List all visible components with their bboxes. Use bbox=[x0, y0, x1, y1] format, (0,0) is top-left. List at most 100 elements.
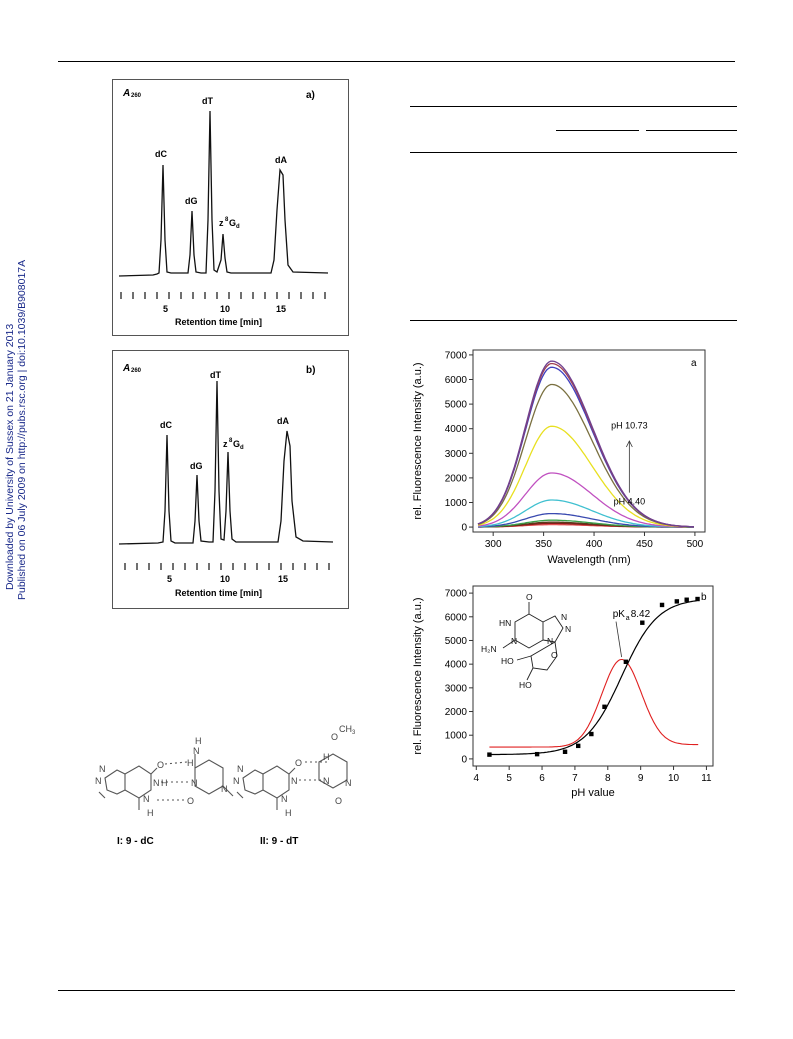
svg-text:N: N bbox=[511, 636, 517, 646]
base-pair-structures: N N O N H N H H H N N O N N N O N N H H … bbox=[95, 724, 355, 847]
chromatogram-b-trace bbox=[118, 380, 334, 545]
svg-text:O: O bbox=[551, 650, 558, 660]
sidebar-line-1: Downloaded by University of Sussex on 21… bbox=[4, 324, 16, 590]
y-axis-label: rel. Fluorescence Intensity (a.u.) bbox=[412, 597, 424, 754]
svg-text:N: N bbox=[237, 764, 244, 774]
sidebar-line-2: Published on 06 July 2009 on http://pubs… bbox=[16, 260, 28, 600]
base-pair-I-bonds bbox=[98, 754, 234, 810]
svg-text:pK: pK bbox=[613, 609, 626, 620]
x-tick-label: 11 bbox=[701, 773, 712, 784]
peak-label-dT: dT bbox=[202, 96, 213, 106]
svg-text:HO: HO bbox=[519, 680, 532, 690]
chromatogram-b-tick-10: 10 bbox=[220, 574, 230, 584]
titration-point bbox=[589, 731, 594, 737]
table-top-rule bbox=[410, 106, 737, 107]
spectrum-series-6 bbox=[477, 472, 694, 528]
x-tick-label: 9 bbox=[638, 773, 644, 784]
svg-text:d: d bbox=[236, 224, 240, 230]
titration-point bbox=[487, 752, 492, 757]
peak-label-dA: dA bbox=[275, 155, 287, 165]
svg-text:8: 8 bbox=[229, 438, 233, 444]
svg-text:HO: HO bbox=[501, 656, 514, 666]
chromatogram-a: A 260 a) dC dG dT z 8 G d dA 5 10 15 Ret… bbox=[118, 88, 329, 327]
svg-text:N: N bbox=[95, 776, 102, 786]
titration-point bbox=[659, 602, 665, 608]
svg-text:N: N bbox=[99, 764, 106, 774]
x-tick-label: 450 bbox=[636, 539, 653, 550]
x-tick-label: 4 bbox=[474, 773, 480, 784]
svg-text:N: N bbox=[547, 636, 553, 646]
chromatogram-b-panel-label: b) bbox=[306, 365, 315, 376]
y-tick-label: 5000 bbox=[445, 636, 468, 647]
table-sub-rule-1 bbox=[556, 130, 639, 131]
panel-label: b bbox=[701, 592, 707, 603]
svg-text:H: H bbox=[187, 758, 194, 768]
titration-point bbox=[562, 749, 568, 754]
x-axis-label: pH value bbox=[571, 787, 614, 799]
svg-text:a: a bbox=[626, 615, 630, 622]
chromatogram-b: A 260 b) dC dG dT z 8 G d dA 5 10 15 Ret… bbox=[118, 363, 334, 598]
svg-text:N: N bbox=[193, 746, 200, 756]
table-sub-rule-2 bbox=[646, 130, 737, 131]
x-tick-label: 350 bbox=[535, 539, 552, 550]
titration-point bbox=[695, 596, 700, 602]
chromatogram-a-tick-10: 10 bbox=[220, 304, 230, 314]
svg-text:G: G bbox=[233, 439, 240, 449]
table-head-rule bbox=[410, 152, 737, 153]
titration-point bbox=[684, 597, 689, 602]
spectrum-series-10 bbox=[477, 362, 694, 528]
peak-label-dC: dC bbox=[160, 420, 172, 430]
svg-text:H: H bbox=[285, 808, 292, 818]
y-tick-label: 4000 bbox=[445, 660, 468, 671]
chromatogram-a-ylabel-sub: 260 bbox=[131, 93, 142, 99]
svg-text:N: N bbox=[323, 776, 330, 786]
titration-point bbox=[674, 599, 680, 604]
panel-label: a bbox=[691, 358, 697, 369]
chromatogram-b-ylabel-sub: 260 bbox=[131, 368, 142, 374]
titration-point bbox=[623, 659, 629, 664]
derivative-curve bbox=[489, 658, 699, 748]
titration-point bbox=[602, 704, 607, 709]
y-tick-label: 1000 bbox=[445, 498, 468, 509]
svg-text:HN: HN bbox=[499, 618, 511, 628]
chromatogram-a-ylabel: A bbox=[122, 88, 130, 99]
annotation-ph-low: pH 4.40 bbox=[614, 496, 646, 506]
peak-label-dA: dA bbox=[277, 416, 289, 426]
y-tick-label: 0 bbox=[461, 523, 467, 534]
svg-text:O: O bbox=[331, 732, 338, 742]
svg-text:N: N bbox=[281, 794, 288, 804]
y-axis-label: rel. Fluorescence Intensity (a.u.) bbox=[412, 362, 424, 519]
x-tick-label: 10 bbox=[668, 773, 680, 784]
spectrum-series-7 bbox=[477, 425, 694, 528]
x-tick-label: 400 bbox=[586, 539, 603, 550]
x-tick-label: 7 bbox=[572, 773, 578, 784]
chromatogram-a-frame: A 260 a) dC dG dT z 8 G d dA 5 10 15 Ret… bbox=[112, 79, 349, 336]
y-tick-label: 3000 bbox=[445, 449, 468, 460]
ph-titration-chart: 4 5 6 7 8 9 10 11 0 1000 2000 3000 4000 5000 6000 7000 p… bbox=[412, 585, 714, 799]
chromatogram-b-xlabel: Retention time [min] bbox=[175, 588, 262, 598]
chromatogram-a-trace bbox=[118, 110, 329, 277]
spectrum-series-5 bbox=[477, 499, 694, 528]
svg-text:z: z bbox=[223, 439, 228, 449]
x-tick-label: 5 bbox=[506, 773, 512, 784]
titration-point bbox=[534, 751, 540, 757]
svg-text:N: N bbox=[191, 778, 198, 788]
svg-text:O: O bbox=[335, 796, 342, 806]
y-tick-label: 2000 bbox=[445, 707, 468, 718]
svg-text:H: H bbox=[147, 808, 154, 818]
bottom-rule bbox=[58, 990, 735, 991]
pka-annotation: pK a 8.42 bbox=[613, 609, 651, 658]
svg-text:N: N bbox=[221, 784, 228, 794]
spectrum-series-9 bbox=[477, 366, 694, 528]
peak-label-dC: dC bbox=[155, 149, 167, 159]
chromatogram-b-axis-ticks bbox=[124, 563, 330, 570]
svg-text:8: 8 bbox=[225, 217, 229, 223]
chromatogram-a-tick-5: 5 bbox=[163, 304, 168, 314]
y-tick-label: 1000 bbox=[445, 731, 468, 742]
svg-text:O: O bbox=[295, 758, 302, 768]
svg-text:z: z bbox=[219, 218, 224, 228]
chromatogram-b-tick-15: 15 bbox=[278, 574, 288, 584]
svg-text:N: N bbox=[345, 778, 352, 788]
svg-text:8.42: 8.42 bbox=[631, 609, 651, 620]
